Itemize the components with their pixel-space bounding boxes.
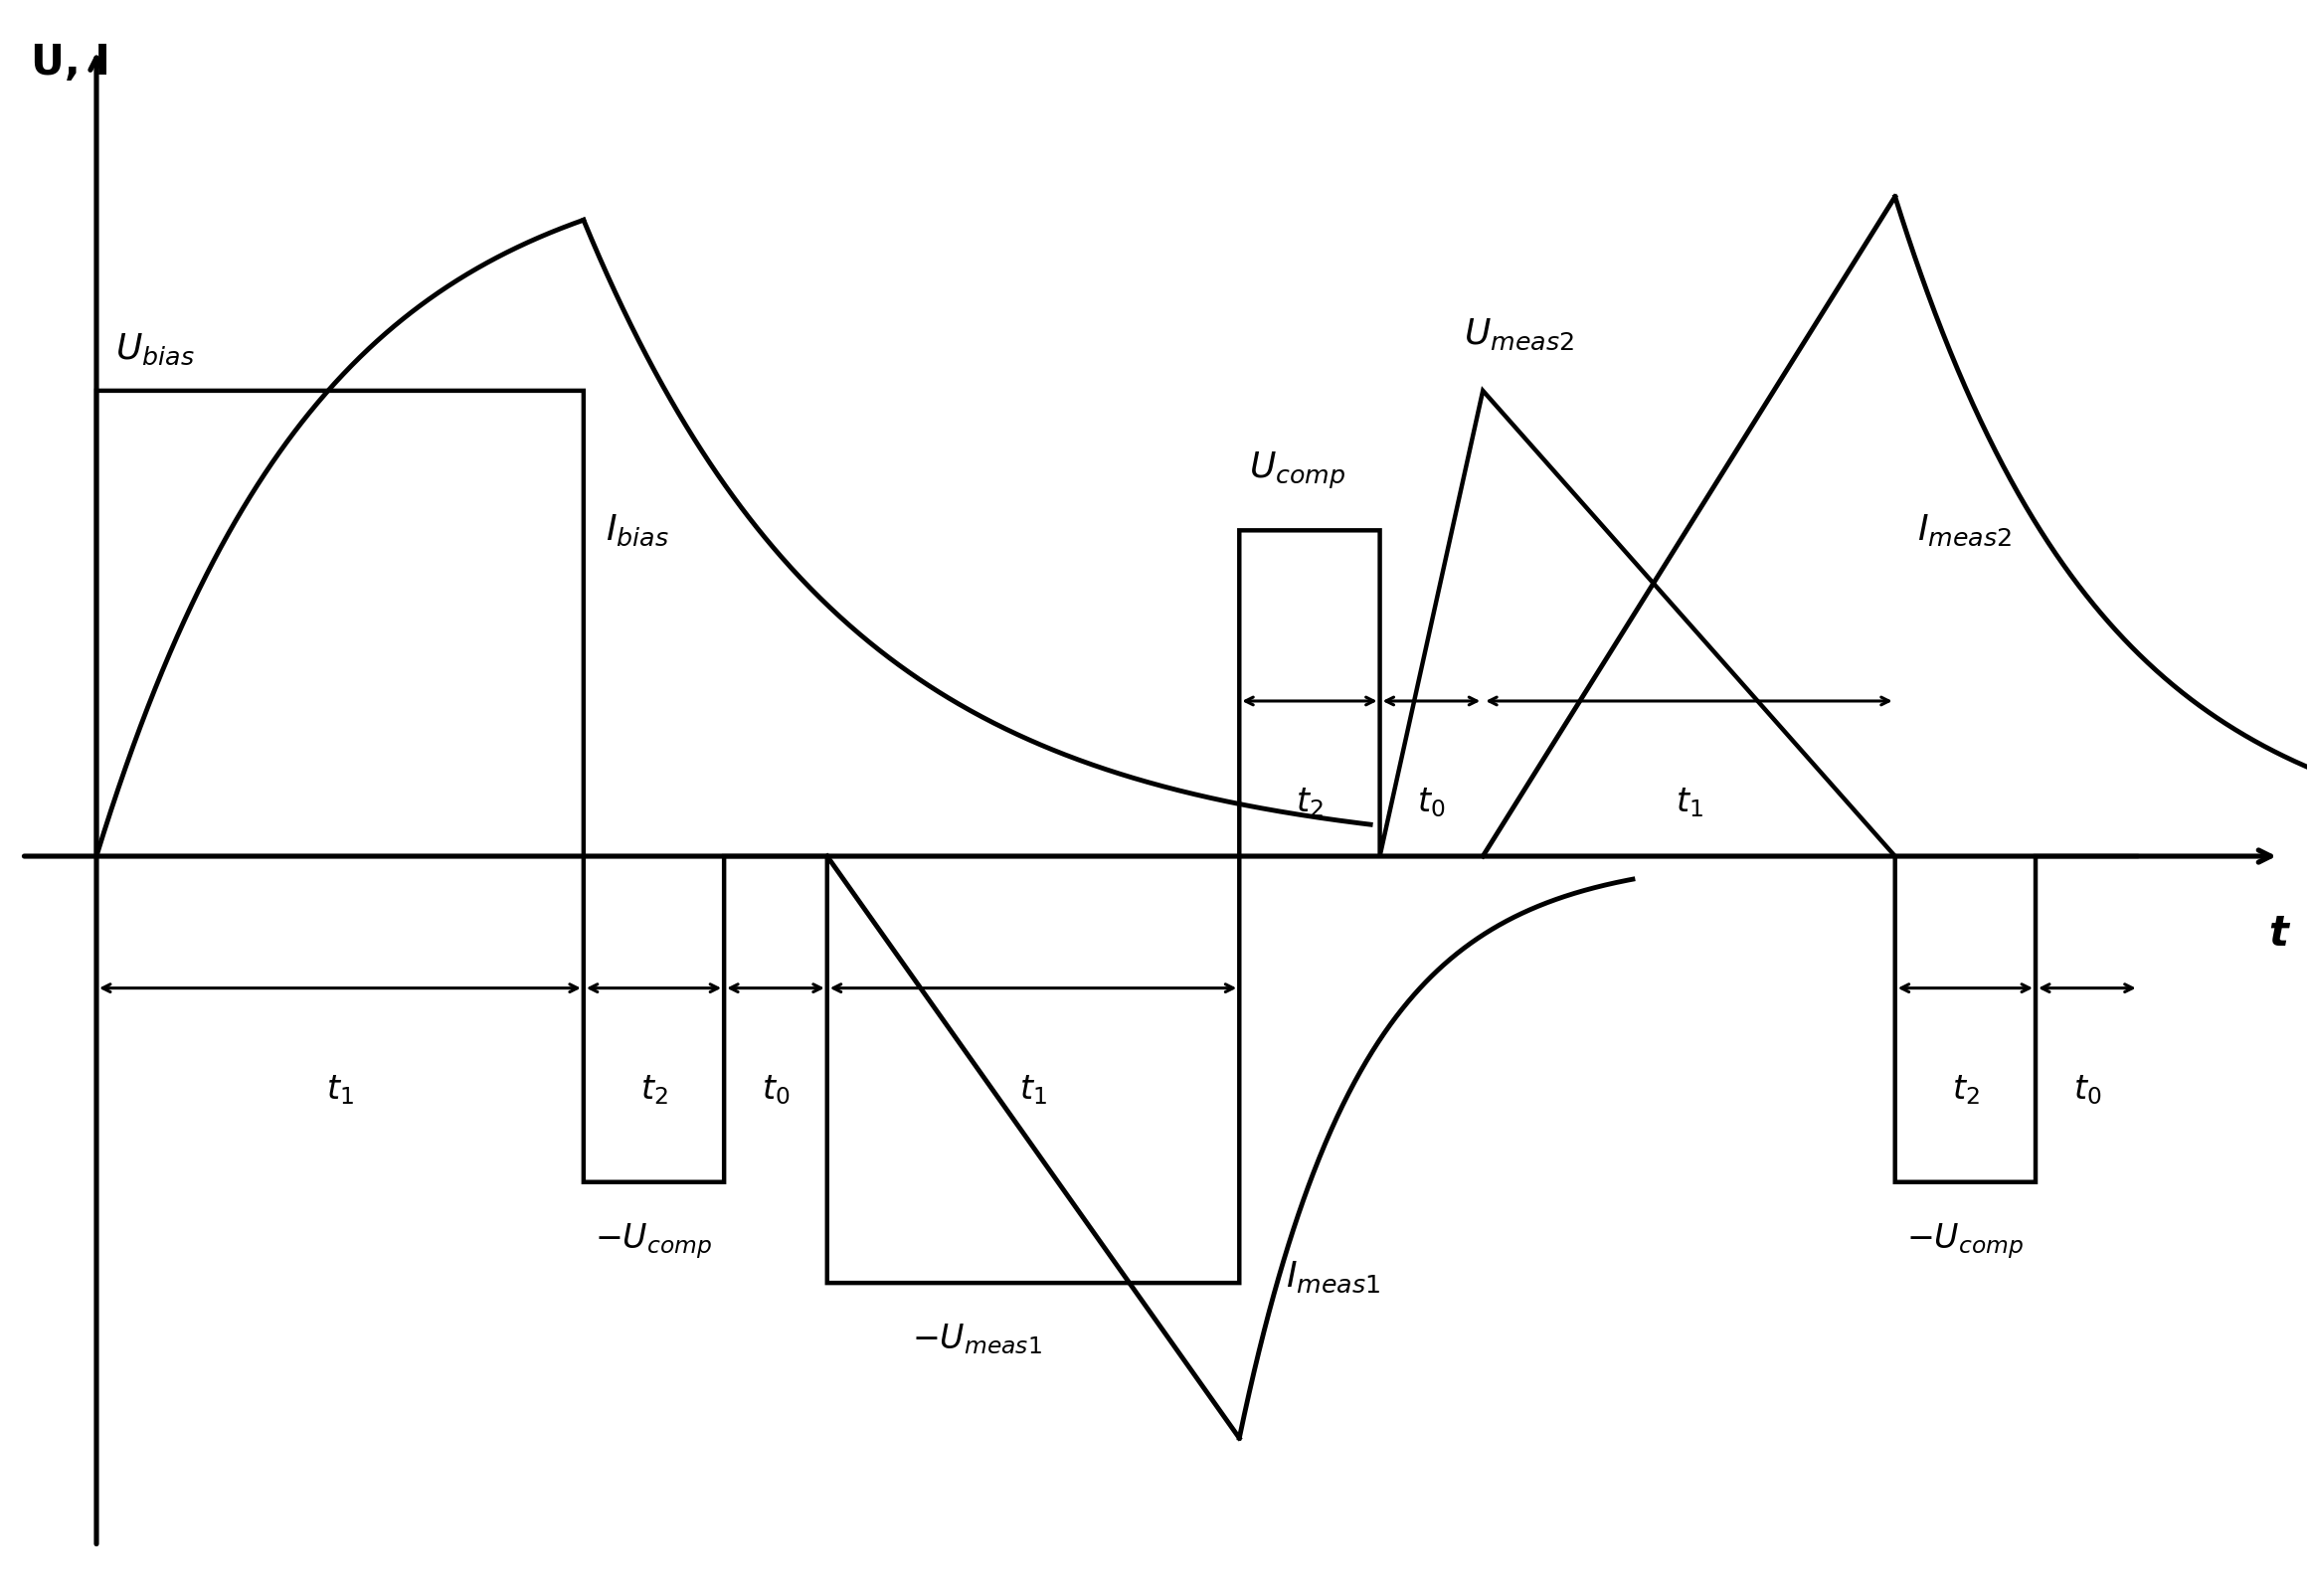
Text: $t_1$: $t_1$ [326,1074,353,1108]
Text: $U_{meas2}$: $U_{meas2}$ [1465,316,1575,351]
Text: $-U_{comp}$: $-U_{comp}$ [596,1221,711,1261]
Text: t: t [2268,913,2289,954]
Text: $U_{comp}$: $U_{comp}$ [1250,450,1344,492]
Text: $-U_{comp}$: $-U_{comp}$ [1906,1221,2024,1261]
Text: $U_{bias}$: $U_{bias}$ [116,332,194,367]
Text: U, I: U, I [30,41,111,83]
Text: $t_2$: $t_2$ [1952,1074,1980,1108]
Text: $t_2$: $t_2$ [640,1074,668,1108]
Text: $t_0$: $t_0$ [2072,1074,2102,1108]
Text: $I_{meas2}$: $I_{meas2}$ [1917,512,2012,547]
Text: $t_2$: $t_2$ [1296,787,1324,820]
Text: $I_{meas1}$: $I_{meas1}$ [1287,1259,1381,1294]
Text: $t_0$: $t_0$ [1418,787,1446,820]
Text: $I_{bias}$: $I_{bias}$ [605,512,670,547]
Text: $t_1$: $t_1$ [1019,1074,1046,1108]
Text: $t_0$: $t_0$ [762,1074,790,1108]
Text: $t_1$: $t_1$ [1675,787,1702,820]
Text: $-U_{meas1}$: $-U_{meas1}$ [912,1321,1042,1357]
